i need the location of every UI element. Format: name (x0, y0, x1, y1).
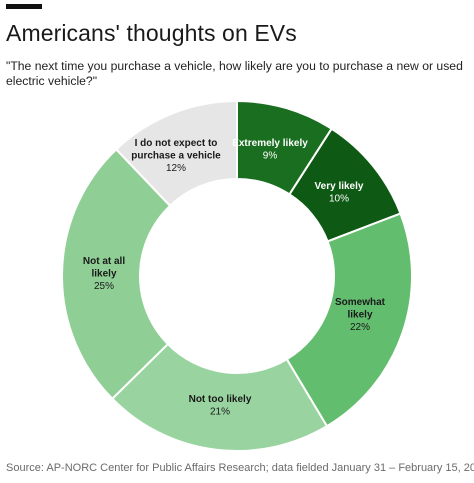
slice-category-label: Extremely likely (232, 138, 308, 149)
slice-label-1: Very likely 10% (315, 181, 364, 205)
slice-category-label: likely (91, 269, 116, 280)
slice-category-label: I do not expect to (135, 138, 218, 149)
source-note: Source: AP-NORC Center for Public Affair… (6, 462, 474, 474)
slice-category-label: likely (347, 310, 372, 321)
donut-labels: Extremely likely 9% Very likely 10% Somewhat… (83, 138, 386, 418)
donut-slice-5 (114, 99, 238, 208)
donut-slice-3 (110, 342, 329, 452)
slice-value-label: 10% (329, 194, 349, 205)
slice-label-4: Not at all likely 25% (83, 256, 125, 292)
slice-value-label: 21% (210, 407, 230, 418)
slice-label-0: Extremely likely 9% (232, 138, 308, 162)
slice-value-label: 12% (166, 163, 186, 174)
slice-label-3: Not too likely 21% (189, 394, 252, 418)
slice-category-label: Very likely (315, 181, 364, 192)
slice-value-label: 22% (350, 322, 370, 333)
slice-category-label: Somewhat (335, 297, 386, 308)
donut-chart: Extremely likely 9% Very likely 10% Somewhat… (61, 99, 413, 452)
header-accent-bar (6, 4, 42, 9)
slice-label-2: Somewhat likely 22% (335, 297, 386, 333)
donut-slice-2 (285, 212, 413, 428)
chart-subtitle: "The next time you purchase a vehicle, h… (6, 59, 463, 88)
donut-slices (61, 99, 413, 452)
donut-slice-4 (61, 147, 172, 401)
slice-label-5: I do not expect to purchase a vehicle 12% (131, 138, 221, 174)
slice-category-label: purchase a vehicle (131, 151, 221, 162)
slice-value-label: 25% (94, 281, 114, 292)
slice-category-label: Not at all (83, 256, 125, 267)
slice-category-label: Not too likely (189, 394, 252, 405)
chart-title: Americans' thoughts on EVs (6, 20, 297, 46)
slice-value-label: 9% (263, 151, 278, 162)
